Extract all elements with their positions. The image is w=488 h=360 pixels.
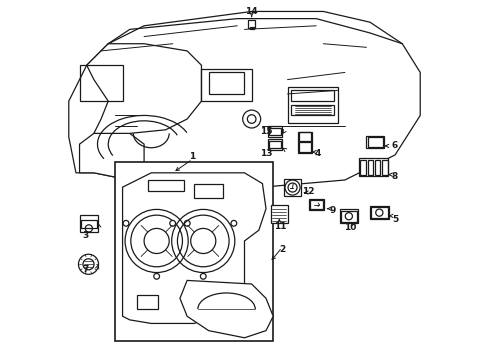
Bar [201,69,251,101]
Bar [340,211,356,222]
Bar [299,142,310,152]
Bar [81,220,97,228]
Text: 1: 1 [189,152,195,161]
Bar [366,136,384,148]
Text: 14: 14 [245,7,258,16]
Bar [267,126,282,137]
Bar [374,159,380,175]
Bar [208,72,244,94]
Polygon shape [180,280,273,338]
Bar [298,132,311,153]
Bar [308,199,324,211]
Bar [381,159,387,175]
Text: 2: 2 [279,246,285,255]
Text: 5: 5 [391,215,397,224]
Bar [268,140,281,148]
Text: 10: 10 [344,223,356,232]
Text: 12: 12 [302,187,314,196]
Circle shape [230,220,236,226]
Polygon shape [69,12,419,187]
Bar [290,90,333,101]
Bar [369,206,388,220]
Bar [115,162,273,341]
Bar [247,20,255,28]
Text: 13: 13 [259,149,272,158]
Circle shape [153,274,159,279]
Bar [370,207,387,218]
Bar [80,215,98,232]
Polygon shape [122,173,265,323]
Text: 7: 7 [82,265,89,274]
Text: 11: 11 [274,222,286,231]
Polygon shape [86,44,201,134]
Bar [359,158,387,176]
Polygon shape [80,134,144,180]
Bar [360,159,366,175]
Bar [80,65,122,101]
Bar [268,128,281,135]
Bar [270,205,287,223]
Bar [249,27,253,30]
Bar [290,105,333,116]
Bar [367,159,372,175]
Bar [367,137,383,147]
Circle shape [78,254,99,274]
Text: 4: 4 [314,149,321,158]
Text: 8: 8 [391,172,397,181]
Circle shape [169,220,175,226]
Bar [287,87,337,123]
Bar [339,210,357,223]
Bar [284,179,301,196]
Text: 15: 15 [259,127,272,136]
Bar [267,139,282,149]
Circle shape [123,220,129,226]
Circle shape [200,274,206,279]
Bar [309,200,323,210]
Text: 6: 6 [391,141,397,150]
Text: 9: 9 [328,206,335,215]
Bar [147,180,183,191]
Circle shape [184,220,190,226]
Text: 3: 3 [82,231,89,240]
Bar [194,184,223,198]
Bar [299,132,310,141]
Bar [137,295,158,309]
